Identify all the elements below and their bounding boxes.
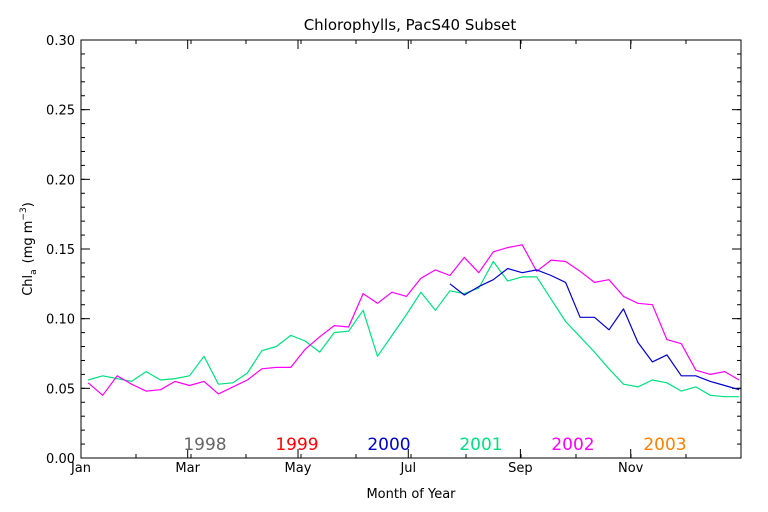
y-axis-label: Chla (mg m−3) [19,202,39,296]
y-tick-label: 0.25 [46,104,75,119]
y-axis: 0.00 0.05 0.10 0.15 0.20 0.25 0.30 [46,34,741,467]
y-tick-label: 0.20 [46,173,75,188]
x-axis: Jan Mar May Jul Sep Nov [70,40,687,476]
y-tick-label: 0.30 [46,34,75,49]
legend-item-1998: 1998 [183,435,226,455]
y-tick-label: 0.10 [46,313,75,328]
y-tick-label: 0.00 [46,452,75,467]
legend-item-2002: 2002 [551,435,594,455]
y-tick-label: 0.05 [46,382,75,397]
legend: 1998 1999 2000 2001 2002 2003 [183,435,686,455]
y-tick-label: 0.15 [46,243,75,258]
y-axis-label-main: Chl [21,275,36,296]
y-axis-label-superscript: −3 [19,207,29,220]
chart-title: Chlorophylls, PacS40 Subset [304,16,517,34]
y-axis-label-subscript: a [29,269,39,275]
series-line-2002 [87,244,740,396]
series-line-2000 [449,267,740,391]
x-tick-label: Nov [618,461,644,476]
legend-item-2000: 2000 [367,435,410,455]
plot-frame [80,39,742,459]
legend-item-1999: 1999 [275,435,318,455]
x-tick-label: Mar [175,461,200,476]
y-axis-label-unit: (mg m [21,221,36,264]
x-tick-label: May [285,461,312,476]
series-line-2001 [88,260,740,398]
x-tick-label: Sep [508,461,533,476]
y-axis-label-unit-close: ) [21,202,36,207]
legend-item-2001: 2001 [459,435,502,455]
x-axis-label: Month of Year [366,487,456,502]
legend-item-2003: 2003 [643,435,686,455]
x-tick-label: Jul [399,461,416,476]
series-layer [87,244,740,398]
x-tick-label: Jan [70,461,91,476]
